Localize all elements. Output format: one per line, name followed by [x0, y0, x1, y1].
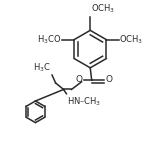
Text: H$_3$C: H$_3$C — [33, 61, 51, 74]
Text: O: O — [105, 75, 112, 84]
Text: OCH$_3$: OCH$_3$ — [91, 3, 115, 15]
Text: H$_3$CO: H$_3$CO — [37, 33, 61, 46]
Text: HN–CH$_3$: HN–CH$_3$ — [67, 96, 101, 108]
Text: OCH$_3$: OCH$_3$ — [119, 33, 144, 46]
Text: O: O — [76, 75, 83, 84]
